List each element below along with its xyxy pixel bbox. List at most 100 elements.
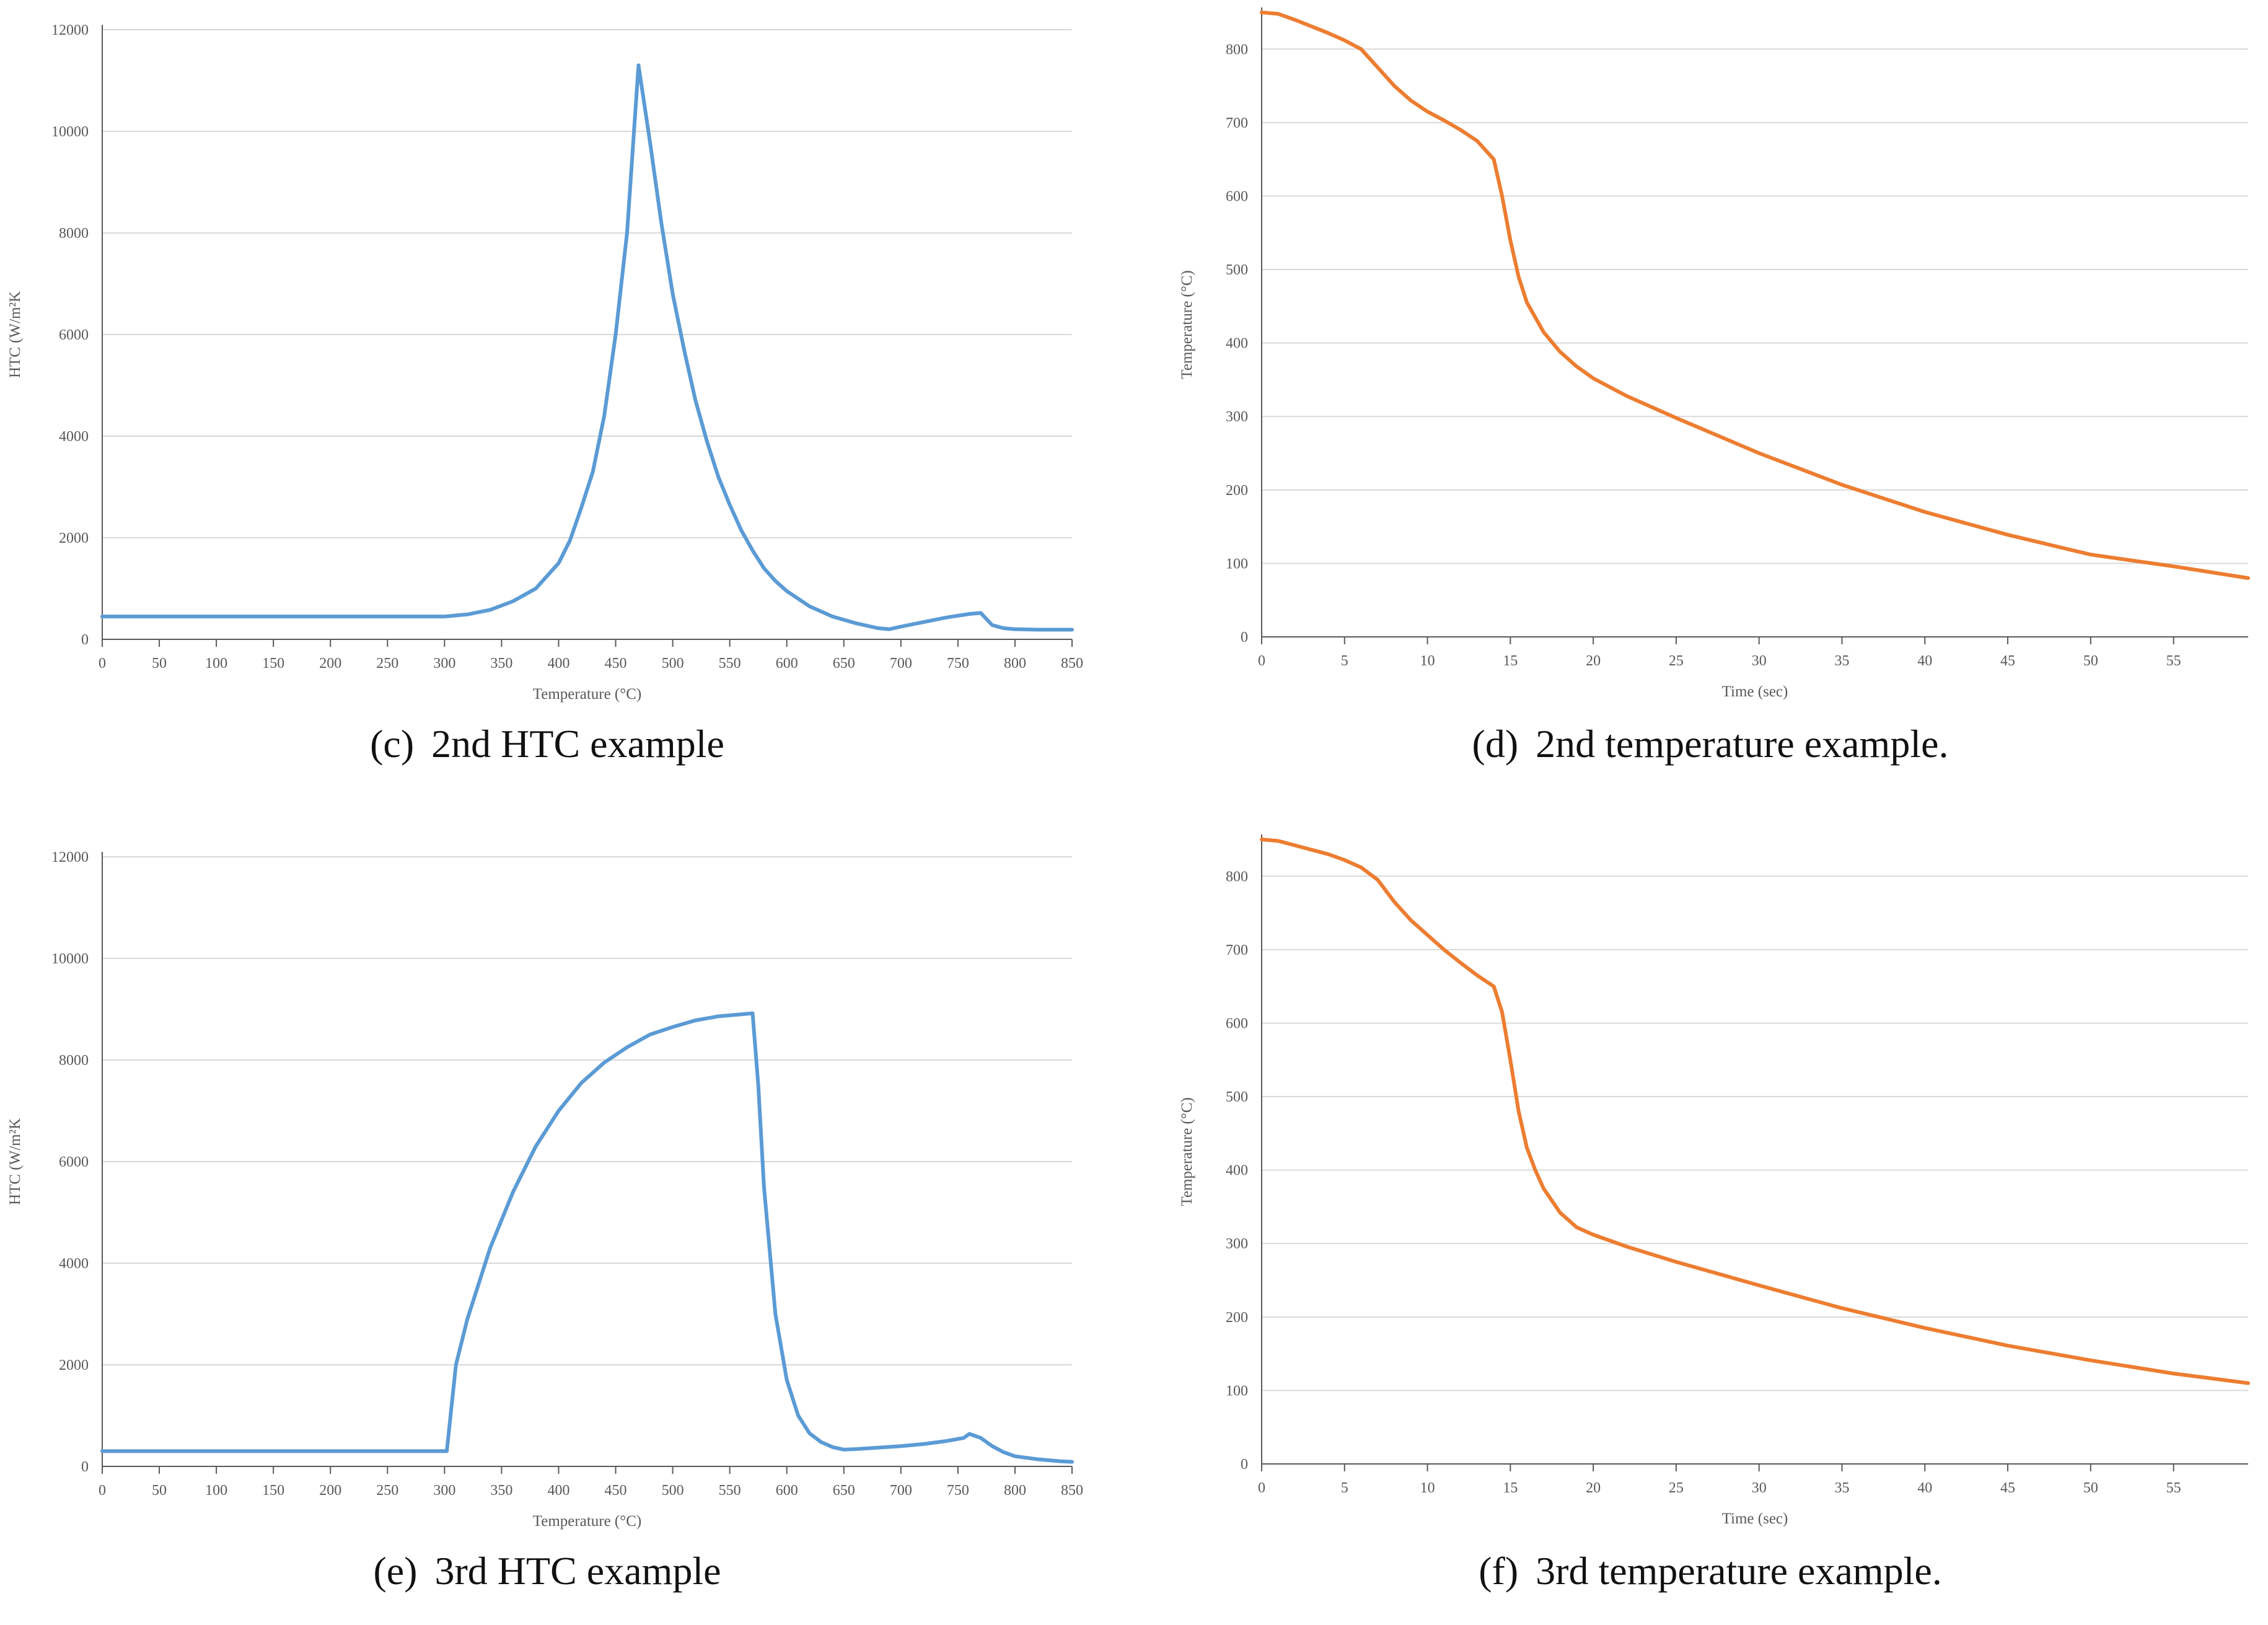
caption: (e) 3rd HTC example [373, 1549, 721, 1593]
y-axis-title: HTC (W/m²K [7, 1118, 24, 1205]
y-tick-label: 0 [1241, 629, 1248, 646]
x-tick-label: 500 [662, 1483, 684, 1499]
y-tick-label: 8000 [59, 1053, 89, 1069]
y-tick-label: 4000 [59, 429, 89, 445]
x-tick-label: 250 [376, 1483, 398, 1499]
x-axis-title: Temperature (°C) [533, 686, 642, 703]
x-tick-label: 100 [205, 1483, 227, 1499]
y-tick-label: 4000 [59, 1256, 89, 1272]
y-tick-label: 2000 [59, 530, 89, 546]
x-tick-label: 40 [1917, 653, 1932, 669]
x-tick-label: 300 [433, 1483, 455, 1499]
x-tick-label: 650 [833, 1483, 855, 1499]
x-tick-label: 350 [490, 1483, 512, 1499]
y-tick-label: 700 [1226, 115, 1248, 131]
y-tick-label: 200 [1226, 1310, 1248, 1326]
chart-c: 0 2000 4000 6000 8000 10000 12000 0 50 100 150 200 2… [7, 22, 1083, 766]
x-tick-label: 600 [776, 655, 798, 672]
y-tick-label: 100 [1226, 1383, 1248, 1399]
series-line [100, 63, 1074, 632]
y-tick-label: 0 [81, 1459, 89, 1475]
caption: (d) 2nd temperature example. [1472, 722, 1949, 766]
y-tick-label: 6000 [59, 327, 89, 343]
y-axis-title: Temperature (°C) [1179, 1097, 1195, 1206]
y-axis-title: HTC (W/m²K [7, 291, 24, 378]
x-tick-label: 850 [1061, 1483, 1083, 1499]
y-tick-label: 8000 [59, 226, 89, 242]
x-tick-label: 600 [776, 1483, 798, 1499]
x-tick-label: 400 [547, 1483, 569, 1499]
x-tick-label: 700 [890, 655, 912, 672]
y-tick-label: 400 [1226, 1163, 1248, 1179]
x-tick-label: 45 [2000, 1480, 2015, 1496]
series-line [1260, 838, 2250, 1385]
x-tick-label: 10 [1420, 1480, 1435, 1496]
chart-d: 0 100 200 300 400 500 600 700 800 0 5 10 15 20 25 30 35 4… [1179, 7, 2250, 766]
x-tick-label: 50 [152, 655, 167, 672]
y-tick-label: 100 [1226, 556, 1248, 572]
x-tick-label: 5 [1341, 653, 1348, 669]
x-tick-label: 35 [1834, 1480, 1849, 1496]
x-tick-label: 300 [433, 655, 455, 672]
y-tick-label: 2000 [59, 1357, 89, 1373]
y-tick-label: 800 [1226, 42, 1248, 58]
x-tick-label: 850 [1061, 655, 1083, 672]
x-tick-label: 15 [1503, 653, 1518, 669]
x-tick-label: 30 [1752, 1480, 1767, 1496]
y-tick-label: 200 [1226, 483, 1248, 499]
y-tick-label: 0 [1241, 1456, 1248, 1473]
y-tick-label: 10000 [51, 951, 89, 967]
y-tick-label: 700 [1226, 942, 1248, 958]
x-tick-label: 55 [2166, 653, 2181, 669]
caption: (c) 2nd HTC example [370, 722, 724, 766]
x-tick-label: 50 [152, 1483, 167, 1499]
x-tick-label: 150 [262, 655, 284, 672]
x-tick-label: 55 [2166, 1480, 2181, 1496]
x-tick-label: 550 [719, 1483, 741, 1499]
y-tick-label: 300 [1226, 409, 1248, 425]
series-line [100, 1011, 1074, 1464]
y-tick-label: 600 [1226, 1015, 1248, 1032]
y-tick-label: 0 [81, 632, 89, 648]
x-tick-label: 750 [947, 655, 969, 672]
caption-label: (f) [1479, 1549, 1518, 1593]
y-tick-label: 12000 [51, 849, 89, 865]
x-tick-label: 20 [1586, 653, 1601, 669]
x-tick-label: 650 [833, 655, 855, 672]
x-tick-label: 25 [1669, 1480, 1684, 1496]
x-axis-title: Temperature (°C) [533, 1513, 642, 1530]
x-tick-label: 45 [2000, 653, 2015, 669]
caption-text: 3rd HTC example [434, 1549, 721, 1593]
x-tick-label: 50 [2083, 1480, 2098, 1496]
x-tick-label: 25 [1669, 653, 1684, 669]
y-tick-label: 800 [1226, 869, 1248, 885]
caption-label: (c) [370, 722, 414, 766]
caption-label: (e) [373, 1549, 417, 1593]
series-line [1260, 11, 2250, 580]
caption-text: 2nd temperature example. [1536, 722, 1948, 766]
caption-label: (d) [1472, 722, 1519, 766]
x-tick-label: 450 [605, 1483, 627, 1499]
x-tick-label: 10 [1420, 653, 1435, 669]
y-tick-label: 600 [1226, 188, 1248, 204]
y-tick-label: 10000 [51, 124, 89, 140]
caption: (f) 3rd temperature example. [1479, 1549, 1942, 1593]
y-axis-title: Temperature (°C) [1179, 270, 1195, 379]
x-tick-label: 800 [1004, 1483, 1026, 1499]
caption-text: 2nd HTC example [431, 722, 724, 766]
x-tick-label: 500 [662, 655, 684, 672]
x-tick-label: 0 [99, 655, 106, 672]
x-tick-label: 350 [490, 655, 512, 672]
x-tick-label: 0 [1258, 1480, 1265, 1496]
x-tick-label: 15 [1503, 1480, 1518, 1496]
x-tick-label: 40 [1917, 1480, 1932, 1496]
y-tick-label: 400 [1226, 336, 1248, 352]
y-tick-label: 300 [1226, 1236, 1248, 1252]
y-tick-label: 12000 [51, 22, 89, 38]
x-tick-label: 100 [205, 655, 227, 672]
x-tick-label: 800 [1004, 655, 1026, 672]
x-tick-label: 35 [1834, 653, 1849, 669]
x-tick-label: 700 [890, 1483, 912, 1499]
x-tick-label: 200 [319, 1483, 341, 1499]
